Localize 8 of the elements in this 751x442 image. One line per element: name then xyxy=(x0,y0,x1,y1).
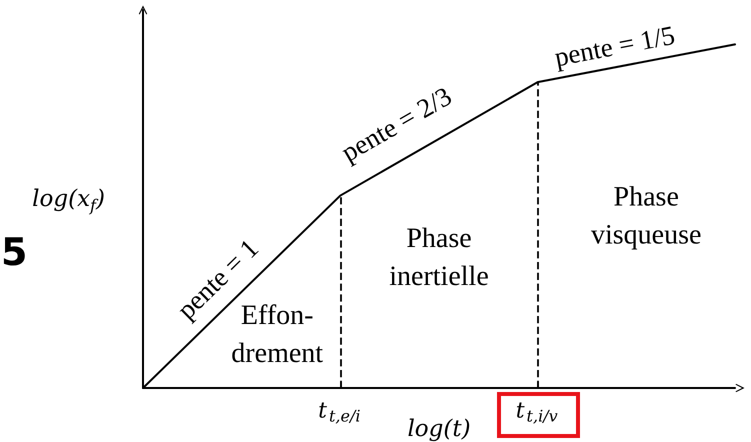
y-axis-title: log(x$_{f}$) xyxy=(32,186,105,215)
annotation: Phase visqueuse xyxy=(590,182,702,251)
annotation: Effon- drement xyxy=(231,300,324,370)
annotation: pente = 2/3 xyxy=(336,80,457,168)
text: 5 xyxy=(1,230,28,274)
annotation: pente = 1/5 xyxy=(552,20,678,72)
annotation: Phase inertielle xyxy=(389,222,489,292)
x-axis-title: log(t) xyxy=(407,416,471,442)
